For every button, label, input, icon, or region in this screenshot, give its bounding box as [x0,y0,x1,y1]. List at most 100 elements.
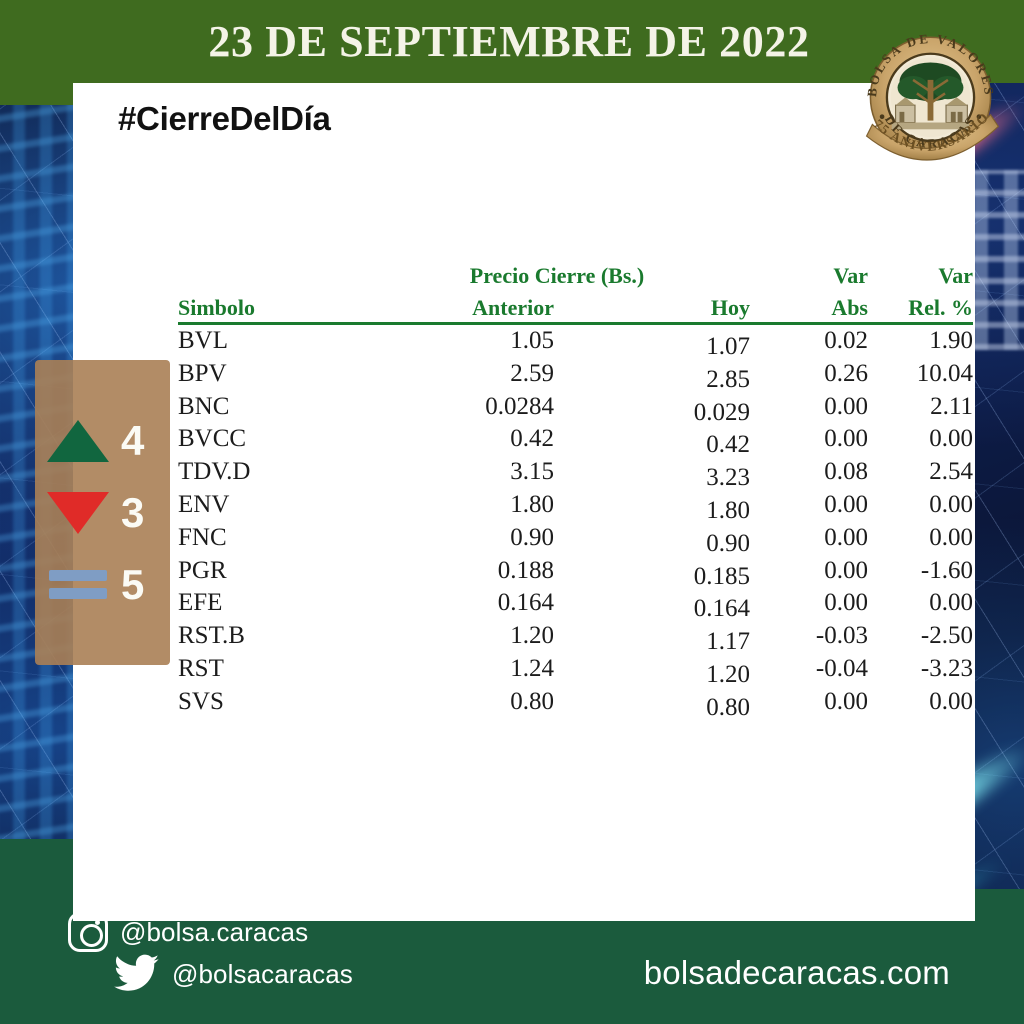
cell-hoy: 1.20 [706,660,750,688]
cell-symbol: RST [178,654,224,682]
column-header-var-rel-line2: Rel. % [908,295,973,320]
cell-hoy: 0.185 [693,562,750,590]
cell-hoy: 0.90 [706,529,750,557]
table-row: BPV 2.59 2.85 0.26 10.04 [178,358,973,393]
table-row: BVL 1.05 1.07 0.02 1.90 [178,325,973,360]
summary-count-down: 3 [121,488,145,536]
cell-symbol: BVL [178,327,228,354]
page-title: 23 DE SEPTIEMBRE DE 2022 [208,17,810,66]
summary-count-unchanged: 5 [121,560,145,608]
cell-anterior: 0.42 [510,425,554,453]
instagram-icon [68,912,108,952]
cell-anterior: 1.80 [510,490,554,518]
table-row: PGR 0.188 0.185 0.00 -1.60 [178,555,973,590]
corner-block-bottom-left [0,839,73,889]
instagram-handle: @bolsa.caracas [120,916,309,947]
summary-row-unchanged: 5 [35,549,170,621]
corner-block-top-left [0,83,73,105]
table-header: Simbolo Precio Cierre (Bs.) Var Var Ante… [178,253,973,325]
equals-icon [47,563,109,606]
cell-hoy: 2.85 [706,365,750,393]
cell-var-rel: -1.60 [920,556,973,584]
cell-anterior: 0.164 [497,589,554,617]
summary-row-up: 4 [35,405,170,477]
cell-symbol: BPV [178,359,227,387]
table-header-rule [178,321,973,325]
table-row: SVS 0.80 0.80 0.00 0.00 [178,686,973,721]
cell-var-rel: 1.90 [929,327,973,354]
cell-var-abs: 0.00 [824,589,868,617]
cell-hoy: 0.42 [706,431,750,459]
cell-var-abs: 0.08 [824,458,868,486]
cell-symbol: PGR [178,556,227,584]
cell-var-rel: 10.04 [916,359,973,387]
column-header-anterior: Anterior [472,295,554,320]
cell-hoy: 1.17 [706,628,750,656]
cell-var-abs: -0.03 [815,622,868,650]
cell-symbol: RST.B [178,622,245,650]
table-body: BVL 1.05 1.07 0.02 1.90 BPV 2.59 2.85 0.26 10.04 B… [178,325,973,721]
table-row: BVCC 0.42 0.42 0.00 0.00 [178,423,973,459]
cell-anterior: 0.188 [497,556,554,584]
website-link[interactable]: bolsadecaracas.com [643,954,950,991]
bvc-seal-logo: BOLSA DE VALORES DE CARACAS 75 ANIVERSAR… [853,12,1008,172]
cell-var-rel: 0.00 [929,523,973,551]
cell-anterior: 1.20 [510,622,554,650]
cell-symbol: TDV.D [178,458,251,486]
cell-anterior: 0.80 [510,687,554,715]
cell-var-abs: 0.00 [824,687,868,715]
cell-symbol: BNC [178,392,230,420]
header-band: 23 DE SEPTIEMBRE DE 2022 [0,0,1024,83]
column-header-var-rel-line1: Var [938,263,973,288]
cell-var-abs: -0.04 [815,654,868,682]
triangle-down-icon [47,491,109,534]
table-row: EFE 0.164 0.164 0.00 0.00 [178,587,973,623]
cell-anterior: 3.15 [510,458,554,486]
cell-anterior: 0.0284 [485,392,554,420]
cell-hoy: 0.164 [693,595,750,623]
twitter-icon [114,954,159,991]
cell-var-rel: 2.11 [930,392,973,420]
cell-var-abs: 0.00 [824,490,868,518]
quotes-table-container: Simbolo Precio Cierre (Bs.) Var Var Ante… [178,253,973,721]
column-header-var-abs-line2: Abs [831,295,868,320]
instagram-link[interactable]: @bolsa.caracas [68,912,308,952]
market-summary-panel: 4 3 5 [35,360,170,665]
cell-var-abs: 0.00 [824,392,868,420]
cell-symbol: SVS [178,687,224,715]
quotes-table: Simbolo Precio Cierre (Bs.) Var Var Ante… [178,253,973,721]
table-row: FNC 0.90 0.90 0.00 0.00 [178,522,973,557]
cell-anterior: 2.59 [510,359,554,387]
footer-social-group: @bolsa.caracas @bolsacaracas [62,906,622,1006]
cell-symbol: EFE [178,589,223,617]
column-header-var-abs-line1: Var [833,263,868,288]
column-header-symbol: Simbolo [178,295,256,320]
cell-hoy: 3.23 [706,464,750,492]
cell-var-abs: 0.00 [824,556,868,584]
cell-var-abs: 0.02 [824,327,868,354]
twitter-handle: @bolsacaracas [172,958,353,989]
column-header-price-group: Precio Cierre (Bs.) [469,263,645,288]
cell-hoy: 0.80 [706,693,750,721]
summary-row-down: 3 [35,477,170,549]
cell-hoy: 1.80 [706,496,750,524]
table-row: RST 1.24 1.20 -0.04 -3.23 [178,653,973,688]
cell-var-rel: 0.00 [929,425,973,453]
cell-var-rel: 0.00 [929,589,973,617]
content-card: #CierreDelDía Simbolo Precio Cierre (Bs.… [73,83,975,921]
cell-hoy: 1.07 [706,333,750,360]
cell-symbol: FNC [178,523,227,551]
cell-var-abs: 0.26 [824,359,868,387]
cell-var-rel: 0.00 [929,687,973,715]
hashtag-label: #CierreDelDía [118,100,331,137]
cell-anterior: 1.24 [510,654,554,682]
summary-count-up: 4 [121,416,145,464]
triangle-up-icon [47,419,109,462]
twitter-link[interactable]: @bolsacaracas [114,954,353,994]
table-row: RST.B 1.20 1.17 -0.03 -2.50 [178,620,973,656]
cell-var-rel: 2.54 [929,458,973,486]
column-header-hoy: Hoy [710,295,750,320]
cell-hoy: 0.029 [693,398,750,426]
cell-var-rel: 0.00 [929,490,973,518]
